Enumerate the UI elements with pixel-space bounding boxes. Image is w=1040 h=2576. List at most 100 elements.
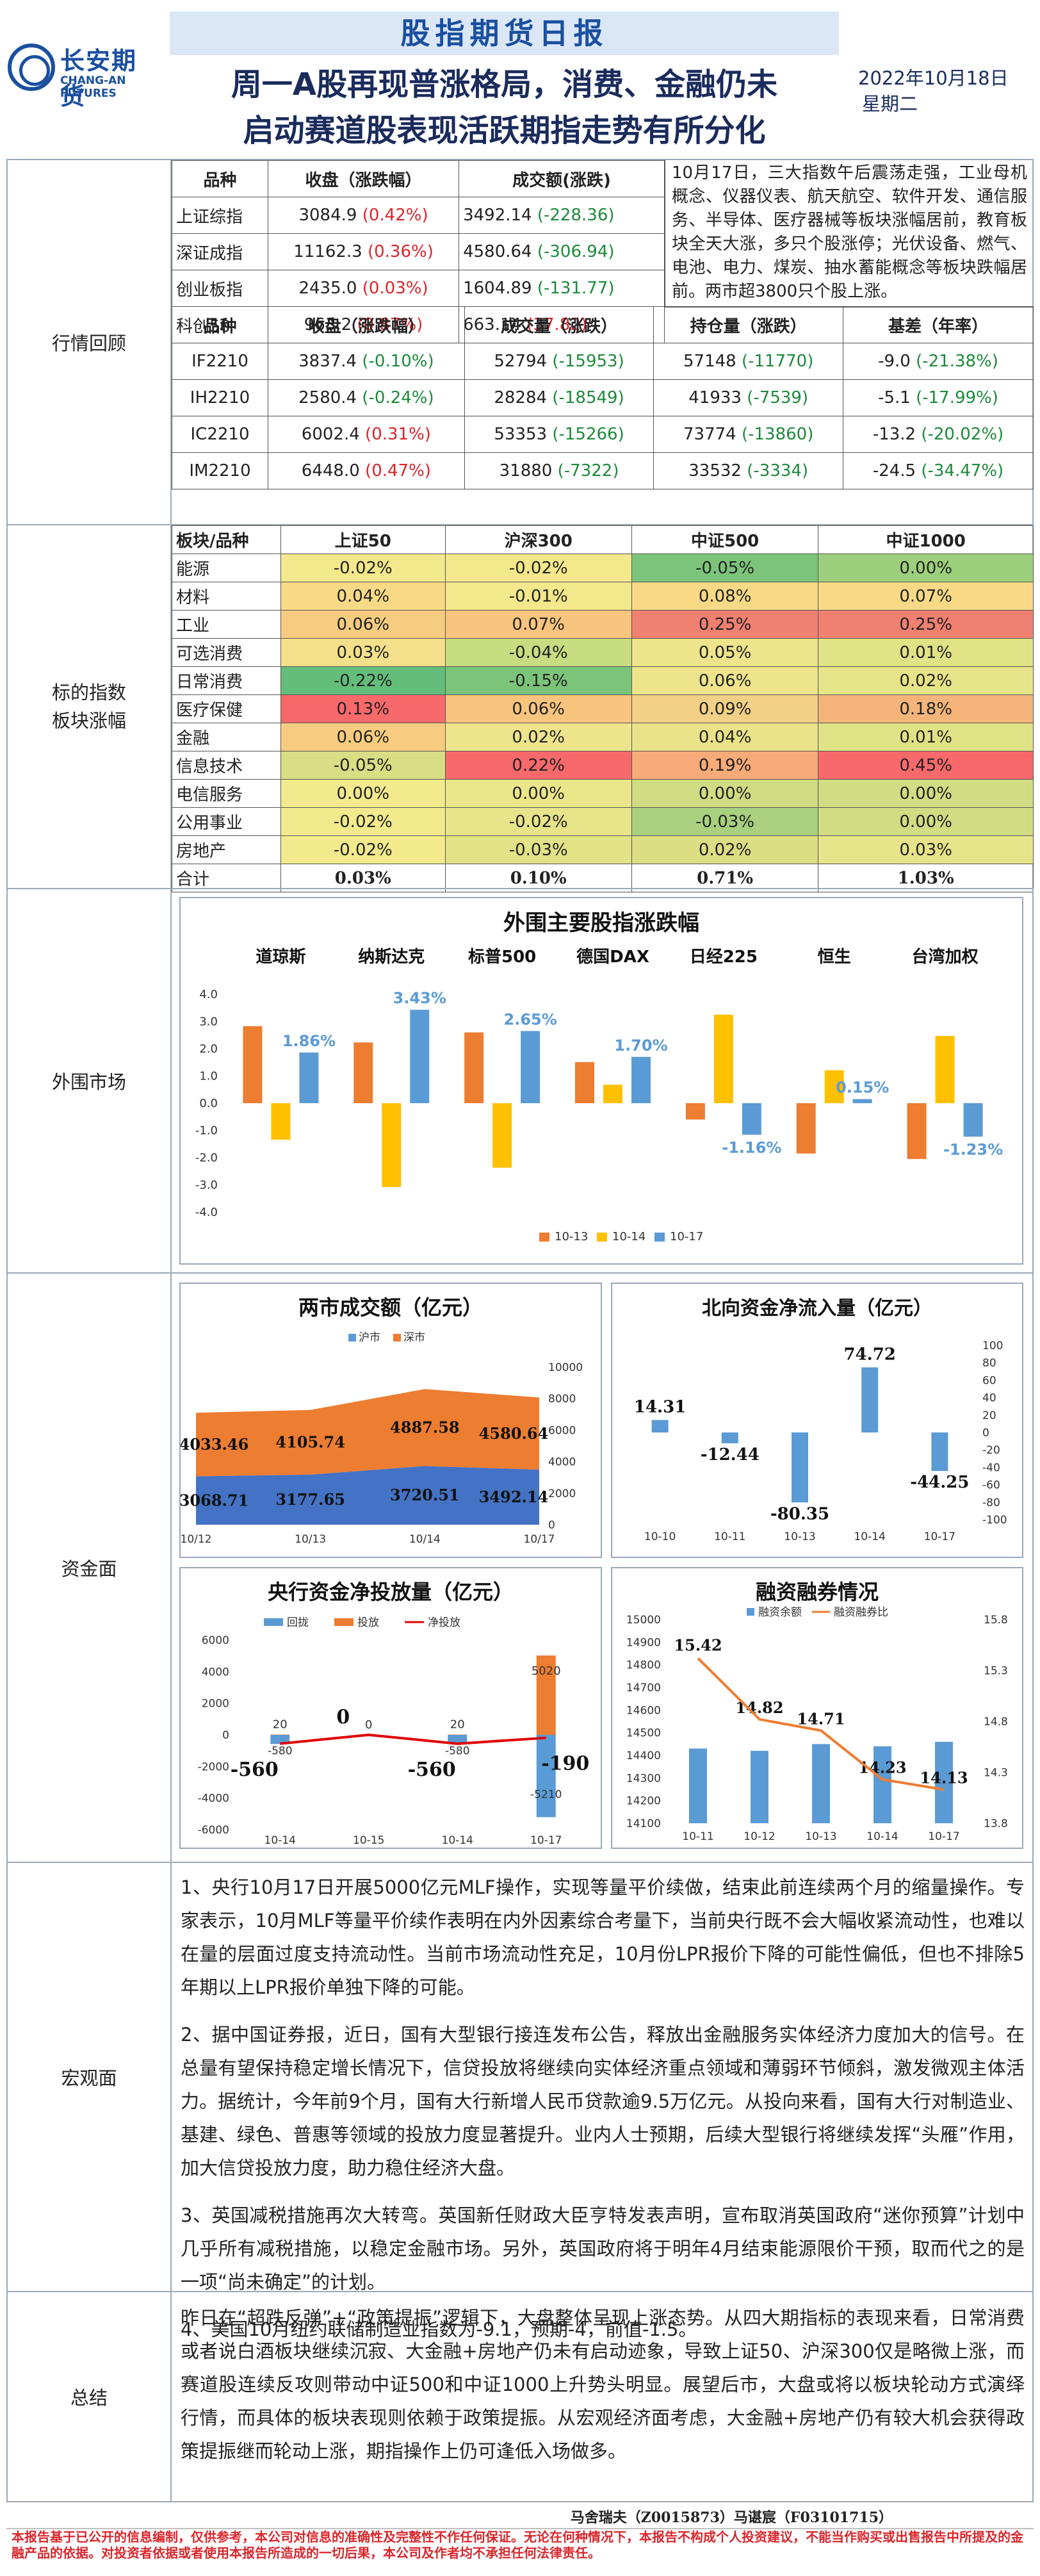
legend-label: 10-14 xyxy=(612,1230,646,1243)
futures-oi: 41933 (-7539) xyxy=(653,379,843,416)
x-tick-label: 10-15 xyxy=(353,1834,384,1847)
futures-oi: 57148 (-11770) xyxy=(653,343,843,380)
northbound-panel: 北向资金净流入量（亿元） 14.31 10-10 -12.44 10-11 -80.35 1… xyxy=(611,1283,1023,1558)
y-tick-label: 14400 xyxy=(626,1750,661,1762)
legend-label: 10-17 xyxy=(670,1230,703,1243)
y-tick-label: 2000 xyxy=(548,1488,576,1500)
y2-tick-label: 15.3 xyxy=(984,1665,1008,1678)
index-volume: 4580.64 (-306.94) xyxy=(459,233,665,270)
close-change: (-0.10%) xyxy=(362,352,434,371)
y-tick-label: 14600 xyxy=(626,1704,661,1717)
vol-value: 52794 xyxy=(494,352,548,371)
y2-tick-label: 14.8 xyxy=(984,1716,1008,1728)
sector-value: 0.00% xyxy=(818,807,1034,836)
data-label: 3177.65 xyxy=(275,1490,345,1509)
macro-paragraph: 3、英国减税措施再次大转弯。英国新任财政大臣亨特发表声明，宣布取消英国政府“迷你… xyxy=(181,2204,1025,2293)
sector-value: -0.05% xyxy=(631,554,819,582)
bar-balance xyxy=(751,1750,768,1823)
y-tick-label: -2000 xyxy=(198,1760,229,1773)
sector-col-header: 板块/品种 xyxy=(172,525,281,554)
y-tick-label: 4.0 xyxy=(199,988,218,1001)
oi-value: 73774 xyxy=(683,425,736,444)
sector-value: -0.22% xyxy=(280,666,446,695)
data-label: -5210 xyxy=(530,1789,562,1801)
sector-value: -0.05% xyxy=(280,751,446,780)
vol-change: (-7322) xyxy=(557,461,619,480)
futures-close: 6002.4 (0.31%) xyxy=(268,416,465,453)
y-tick-label: -4.0 xyxy=(195,1206,218,1219)
bar-10-14 xyxy=(492,1103,512,1168)
data-label: -44.25 xyxy=(910,1473,969,1492)
bar-10-14 xyxy=(935,1036,955,1103)
sector-value: 0.07% xyxy=(444,610,632,639)
logo-name-en: CHANG-AN FUTURES xyxy=(60,74,126,100)
y-tick-label: 60 xyxy=(982,1374,996,1387)
close-change: (-0.24%) xyxy=(362,388,434,407)
index-col-header: 成交额(涨跌) xyxy=(459,160,665,197)
data-label: -580 xyxy=(445,1744,470,1757)
close-value: 3837.4 xyxy=(298,352,357,371)
futures-table: 品种 收盘（涨跌幅） 成交量（涨跌） 持仓量（涨跌） 基差（年率） IF2210 3837… xyxy=(172,306,1034,489)
funds-section: 资金面 两市成交额（亿元） 沪市 深市 10/12 3068.71 4033.46 10/1… xyxy=(6,1272,1034,1862)
report-headline: 周一A股再现普涨格局，消费、金融仍未 启动赛道股表现活跃期指走势有所分化 xyxy=(170,62,839,154)
sector-col-header: 中证500 xyxy=(631,525,819,554)
bar xyxy=(931,1432,948,1472)
sector-value: 0.22% xyxy=(444,751,632,780)
sector-value: 0.01% xyxy=(818,723,1034,751)
futures-close: 6448.0 (0.47%) xyxy=(268,452,465,489)
futures-col-header: 品种 xyxy=(172,306,268,343)
data-label: 14.31 xyxy=(634,1398,686,1417)
basis-value: -9.0 xyxy=(878,352,911,371)
legend-label: 深市 xyxy=(403,1331,425,1344)
bar xyxy=(721,1432,738,1443)
section-label-sector: 标的指数 板块涨幅 xyxy=(8,525,172,888)
data-label: 3720.51 xyxy=(390,1486,460,1504)
bar-10-13 xyxy=(907,1103,927,1160)
oi-change: (-7539) xyxy=(747,388,809,407)
close-change: (0.31%) xyxy=(365,425,431,444)
sector-value: 0.00% xyxy=(818,554,1034,582)
volume-value: 1604.89 xyxy=(463,279,532,298)
x-tick-label: 10-17 xyxy=(928,1830,959,1843)
sector-col-header: 上证50 xyxy=(280,525,446,554)
sector-value: 0.13% xyxy=(280,694,446,723)
basis-value: -13.2 xyxy=(872,425,916,444)
chart-title: 央行资金净投放量（亿元） xyxy=(268,1580,514,1604)
section-label-market: 行情回顾 xyxy=(8,160,172,524)
legend-swatch xyxy=(539,1233,549,1242)
oi-change: (-11770) xyxy=(741,352,814,371)
vol-change: (-15266) xyxy=(552,425,624,444)
sector-col-header: 沪深300 xyxy=(444,525,632,554)
data-label: 4887.58 xyxy=(390,1418,460,1436)
basis-change: (-17.99%) xyxy=(916,388,998,407)
y-tick-label: 0.0 xyxy=(199,1097,218,1110)
legend-label: 投放 xyxy=(357,1616,379,1629)
bar-10-17 xyxy=(299,1052,319,1103)
chart-title: 两市成交额（亿元） xyxy=(298,1295,483,1320)
futures-col-header: 基差（年率） xyxy=(843,306,1034,343)
y-tick-label: 0 xyxy=(548,1519,555,1532)
vol-value: 53353 xyxy=(494,425,548,444)
vol-change: (-15953) xyxy=(552,352,624,371)
sector-value: 0.07% xyxy=(818,582,1034,611)
sector-value: 0.25% xyxy=(818,610,1034,639)
oi-value: 33532 xyxy=(688,461,742,480)
bar-10-17 xyxy=(852,1099,872,1103)
sector-value: -0.01% xyxy=(444,582,632,611)
sector-name: 公用事业 xyxy=(172,807,281,836)
data-label: -1.16% xyxy=(722,1138,781,1156)
y-tick-label: 14100 xyxy=(626,1817,661,1830)
futures-name: IC2210 xyxy=(172,416,268,453)
data-label: -580 xyxy=(268,1744,293,1757)
sector-value: -0.03% xyxy=(631,807,819,836)
data-label: 4580.64 xyxy=(479,1424,549,1443)
table-row: 公用事业 -0.02% -0.02% -0.03% 0.00% xyxy=(172,807,1034,836)
table-row: 电信服务 0.00% 0.00% 0.00% 0.00% xyxy=(172,779,1034,808)
table-row: 日常消费 -0.22% -0.15% 0.06% 0.02% xyxy=(172,666,1034,695)
macro-body: 1、央行10月17日开展5000亿元MLF操作，实现等量平价续做，结束此前连续两… xyxy=(172,1863,1034,2368)
y-tick-label: 2000 xyxy=(202,1698,229,1710)
sector-name: 工业 xyxy=(172,610,281,639)
x-tick-label: 10-14 xyxy=(854,1530,885,1543)
sector-name: 信息技术 xyxy=(172,751,281,780)
legend-swatch xyxy=(747,1608,754,1616)
